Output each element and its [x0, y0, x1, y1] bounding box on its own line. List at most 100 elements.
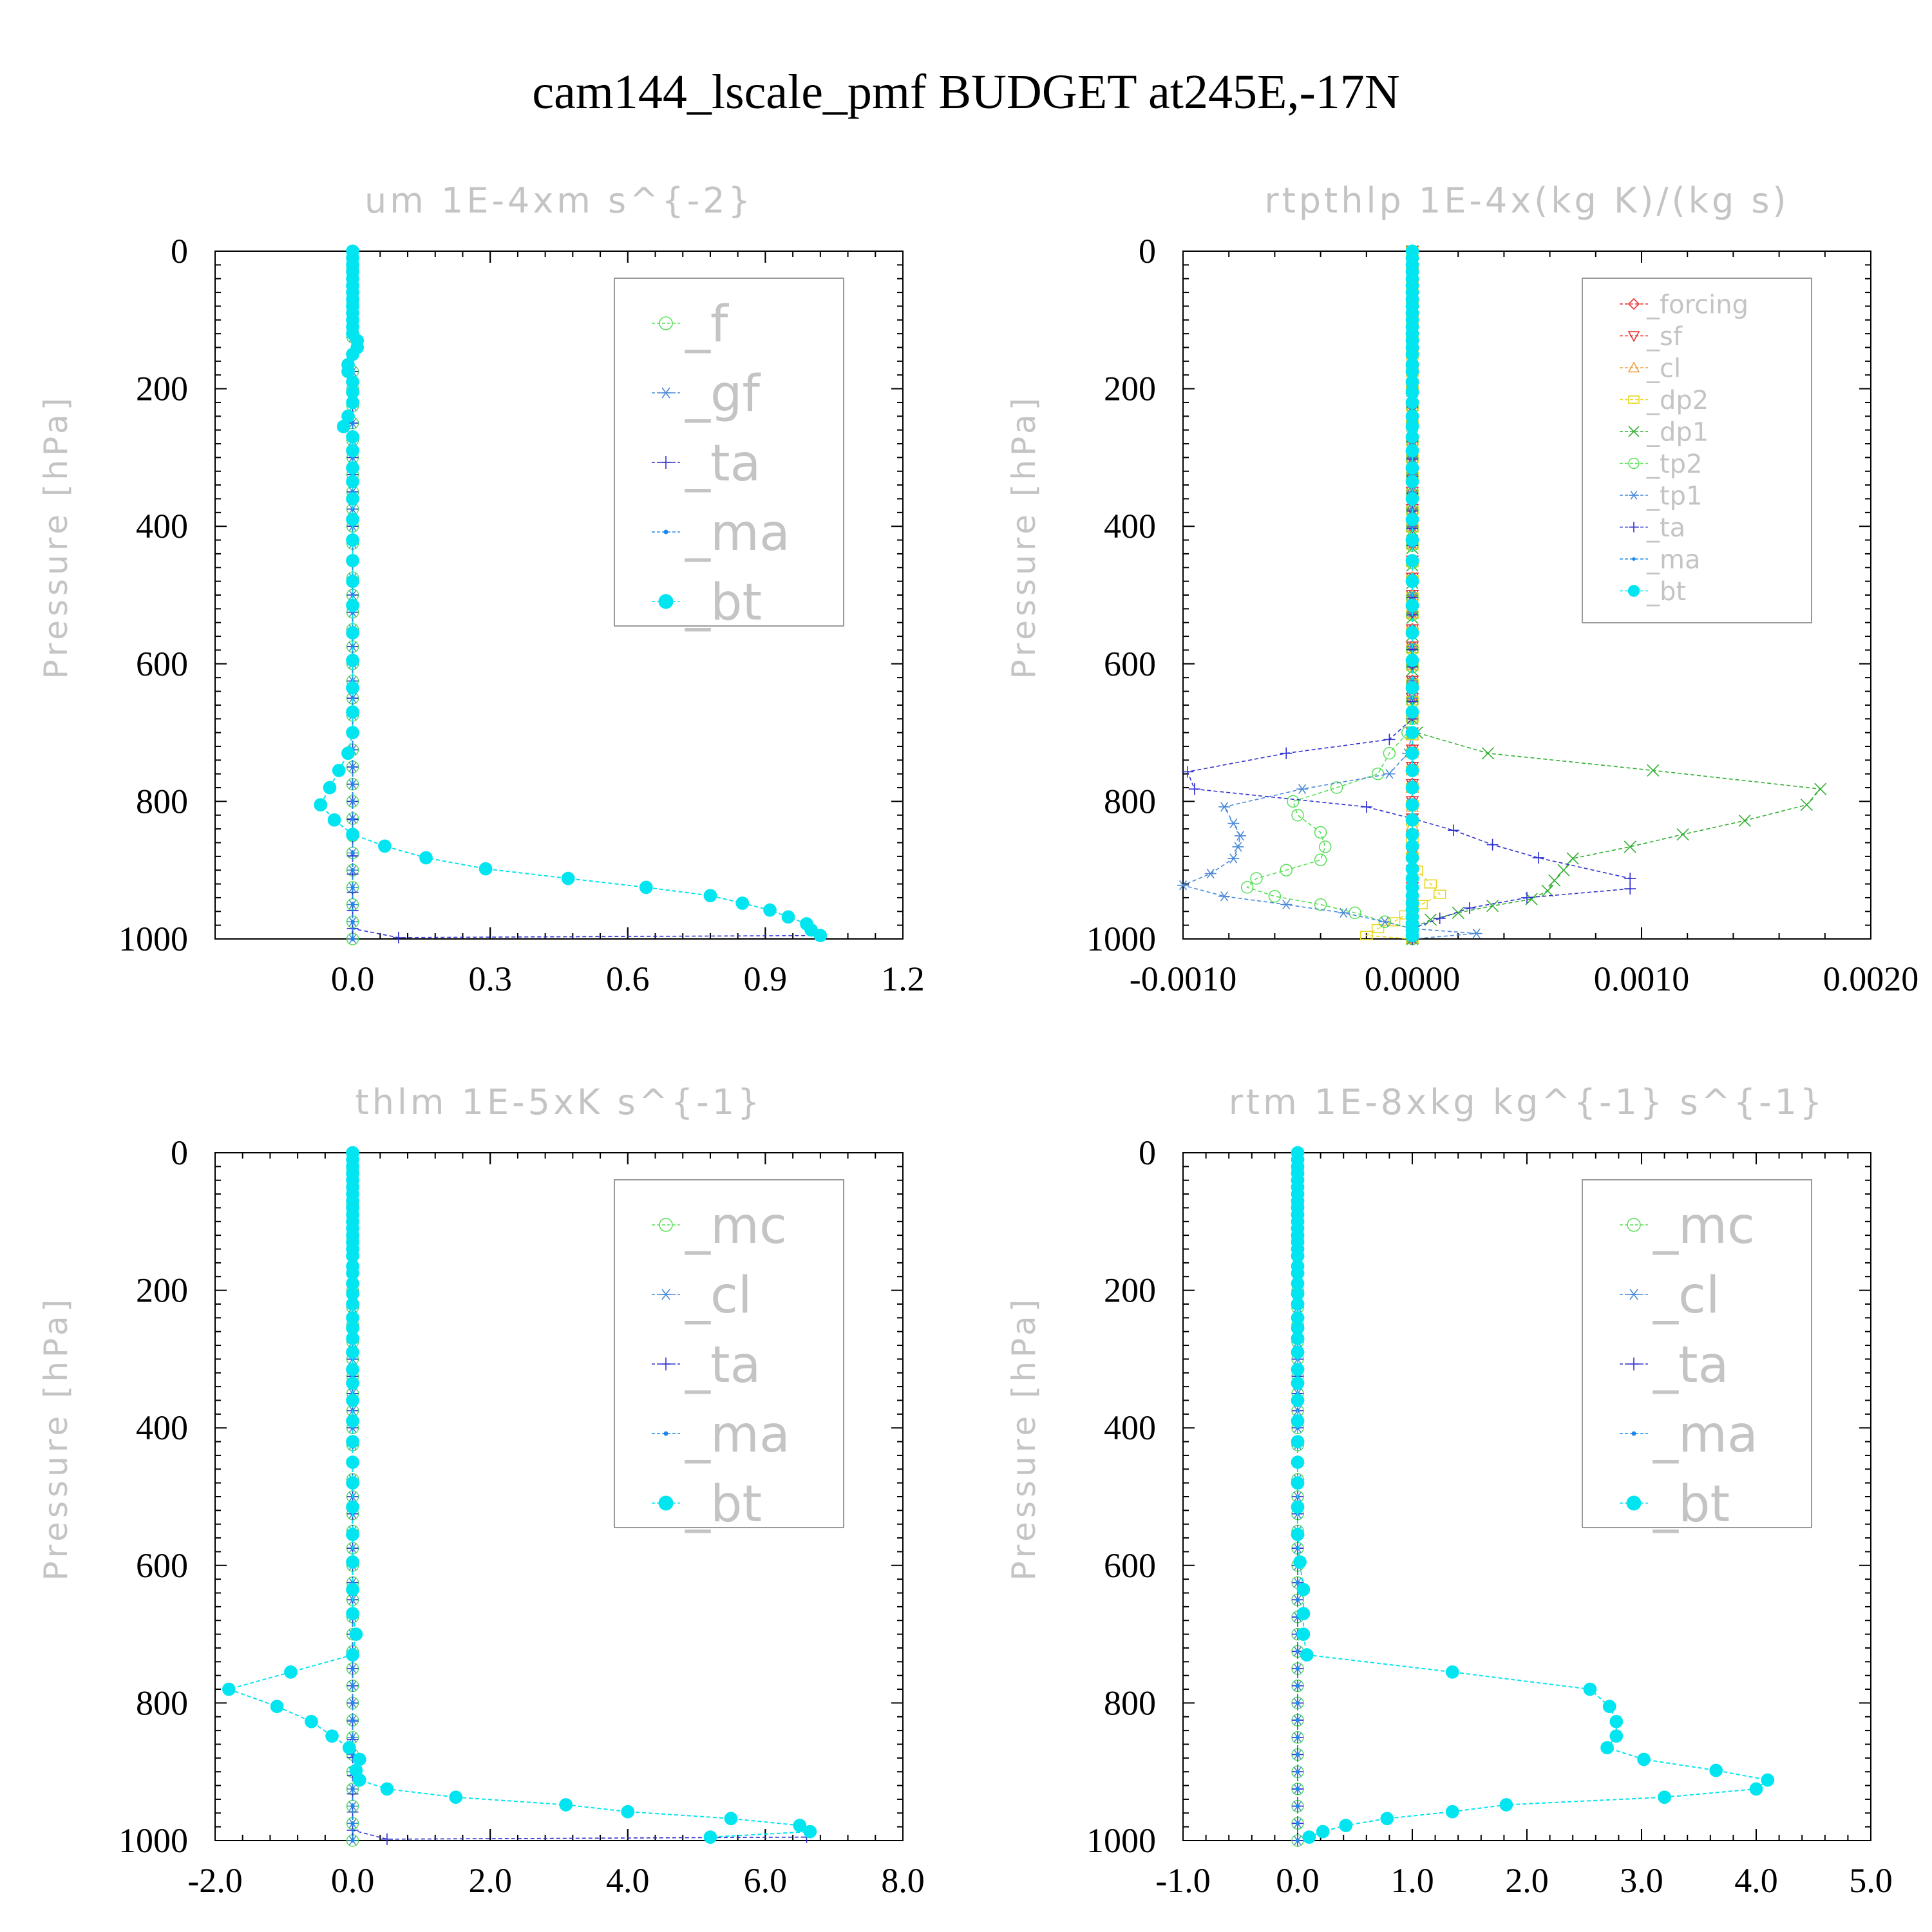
data-point — [1295, 1752, 1300, 1757]
data-point — [478, 862, 493, 876]
data-point — [1434, 912, 1446, 924]
data-point — [781, 910, 795, 924]
legend-marker — [658, 594, 674, 609]
data-point — [1291, 1363, 1305, 1376]
chart-panel-1: um 1E-4xm s^{-2} Pressure [hPa] 0 200 400 600… — [37, 180, 925, 998]
data-point — [380, 1782, 394, 1796]
data-point — [1291, 1394, 1305, 1407]
legend-entry-forcing: _forcing — [1620, 290, 1748, 319]
data-point — [350, 902, 355, 907]
legend-marker — [1626, 1495, 1642, 1511]
y-tick-label: 0 — [171, 1133, 188, 1172]
data-point — [346, 1394, 359, 1407]
data-point — [342, 1741, 356, 1755]
legend-entry-ta: _ta — [652, 1336, 761, 1394]
data-point — [332, 763, 346, 777]
data-point — [1405, 626, 1419, 640]
data-point — [1295, 1649, 1300, 1654]
legend-label: _f — [685, 296, 729, 354]
chart-panel-4: rtm 1E-8xkg kg^{-1} s^{-1} Pressure [hPa]… — [1005, 1082, 1893, 1900]
legend-marker — [1627, 585, 1640, 597]
legend-label: _ma — [685, 504, 790, 562]
data-point — [1240, 881, 1254, 894]
data-point — [1268, 890, 1282, 903]
data-point — [1583, 1682, 1597, 1696]
legend-label: _cl — [1646, 354, 1681, 383]
x-tick-label: 0.0 — [331, 960, 375, 998]
y-tick-label: 800 — [136, 1683, 188, 1722]
data-point — [350, 885, 355, 890]
x-tick-label: 4.0 — [1734, 1861, 1778, 1900]
data-point — [1470, 928, 1482, 939]
data-point — [763, 903, 777, 917]
data-point — [1296, 1582, 1311, 1596]
data-point — [1291, 1321, 1305, 1335]
data-point — [449, 1790, 463, 1804]
data-point — [346, 1311, 359, 1325]
data-point — [1405, 554, 1419, 567]
data-point — [1295, 1804, 1300, 1808]
data-point — [1383, 769, 1396, 779]
plot-area — [222, 1146, 817, 1847]
data-point — [350, 592, 355, 598]
legend-marker — [663, 529, 668, 535]
x-tick-label: 3.0 — [1620, 1861, 1663, 1900]
data-point — [350, 1701, 355, 1705]
data-point — [1405, 654, 1419, 667]
data-point — [1405, 598, 1419, 612]
data-point — [346, 1276, 359, 1291]
series-line — [1181, 251, 1477, 940]
data-point — [352, 1773, 366, 1787]
legend-entry-gf: _gf — [652, 365, 761, 423]
data-point — [346, 681, 359, 695]
legend-label: _sf — [1646, 322, 1683, 352]
legend-marker — [1627, 361, 1640, 373]
legend-entry-cl: _cl — [1620, 354, 1681, 383]
data-point — [1647, 764, 1660, 777]
data-point — [1295, 1821, 1300, 1826]
data-point — [1291, 1311, 1305, 1325]
legend-entry-ta: _ta — [1620, 513, 1685, 543]
y-tick-label: 0 — [1139, 232, 1156, 270]
series-tp2 — [1240, 245, 1419, 945]
legend-frame — [614, 278, 844, 627]
data-point — [1800, 799, 1813, 811]
y-tick-label: 200 — [1104, 370, 1156, 408]
data-point — [1182, 766, 1194, 778]
data-point — [1291, 809, 1304, 822]
data-point — [350, 696, 355, 701]
x-tick-label: 8.0 — [881, 1861, 925, 1900]
data-point — [325, 1729, 339, 1743]
data-point — [323, 781, 337, 795]
data-point — [1360, 931, 1373, 940]
legend-label: _dp1 — [1646, 417, 1709, 447]
legend-label: _ta — [685, 435, 761, 493]
legend-marker — [1627, 1358, 1640, 1370]
data-point — [350, 868, 355, 873]
x-tick-label: -0.0010 — [1130, 960, 1236, 998]
legend-label: _mc — [685, 1197, 787, 1255]
data-point — [1296, 1627, 1311, 1641]
data-point — [1600, 1741, 1614, 1755]
legend-entry-mc: _mc — [1620, 1197, 1755, 1255]
data-point — [724, 1812, 738, 1826]
legend-label: _dp2 — [1646, 386, 1709, 415]
data-point — [346, 554, 359, 567]
data-point — [1338, 907, 1350, 918]
y-tick-label: 600 — [1104, 645, 1156, 683]
data-point — [346, 1500, 359, 1514]
data-point — [559, 1798, 573, 1812]
data-point — [350, 851, 355, 855]
data-point — [1383, 746, 1396, 760]
data-point — [1302, 1830, 1316, 1844]
data-point — [1624, 883, 1636, 895]
data-point — [346, 705, 359, 719]
data-point — [346, 1345, 359, 1359]
data-point — [703, 1830, 717, 1844]
legend-label: _tp2 — [1646, 450, 1703, 479]
data-point — [1405, 533, 1419, 547]
data-point — [1637, 1752, 1651, 1766]
legend-marker — [1631, 1431, 1636, 1436]
legend-marker — [1629, 522, 1639, 533]
